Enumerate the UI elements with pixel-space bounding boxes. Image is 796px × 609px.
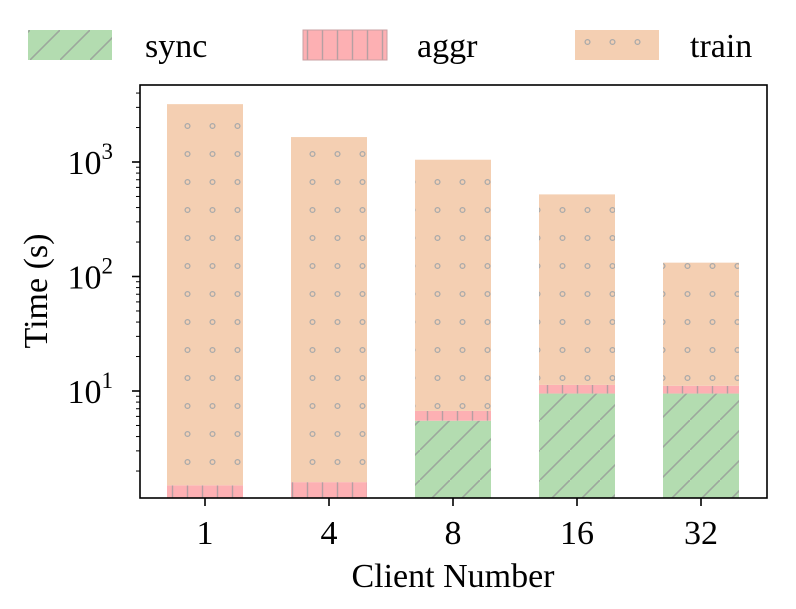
bar-aggr-16 — [539, 384, 615, 394]
y-axis: 101 102 103 — [68, 92, 140, 472]
y-tick-label: 102 — [68, 254, 114, 297]
legend-label-aggr: aggr — [417, 28, 478, 65]
legend-swatch-aggr — [303, 30, 387, 60]
legend-swatch-sync — [28, 30, 112, 60]
legend-label-sync: sync — [145, 28, 207, 65]
bar-train-4 — [291, 137, 367, 483]
bar-train-8 — [415, 159, 491, 411]
bar-aggr-1 — [167, 485, 243, 498]
bar-sync-16 — [539, 393, 615, 498]
bar-train-16 — [539, 194, 615, 385]
x-tick-label: 16 — [560, 515, 594, 552]
x-tick-label: 32 — [684, 515, 718, 552]
legend-item-train: train — [575, 28, 752, 65]
bars — [167, 104, 739, 498]
legend-item-sync: sync — [28, 28, 207, 65]
x-tick-label: 4 — [321, 515, 338, 552]
bar-train-32 — [663, 262, 739, 386]
y-tick-label: 103 — [68, 139, 114, 182]
bar-aggr-32 — [663, 385, 739, 394]
bar-sync-32 — [663, 393, 739, 498]
legend-label-train: train — [690, 28, 752, 65]
x-axis-label: Client Number — [351, 558, 555, 595]
x-tick-label: 1 — [197, 515, 214, 552]
y-tick-label: 101 — [68, 368, 114, 411]
y-axis-label: Time (s) — [18, 234, 55, 349]
legend: sync aggr train — [28, 28, 752, 65]
x-tick-label: 8 — [445, 515, 462, 552]
bar-train-1 — [167, 104, 243, 486]
bar-sync-8 — [415, 420, 491, 498]
legend-swatch-train — [575, 30, 659, 60]
bar-aggr-4 — [291, 482, 367, 498]
legend-item-aggr: aggr — [302, 28, 478, 65]
x-axis: 1 4 8 16 32 — [197, 498, 718, 552]
bar-aggr-8 — [415, 410, 491, 421]
